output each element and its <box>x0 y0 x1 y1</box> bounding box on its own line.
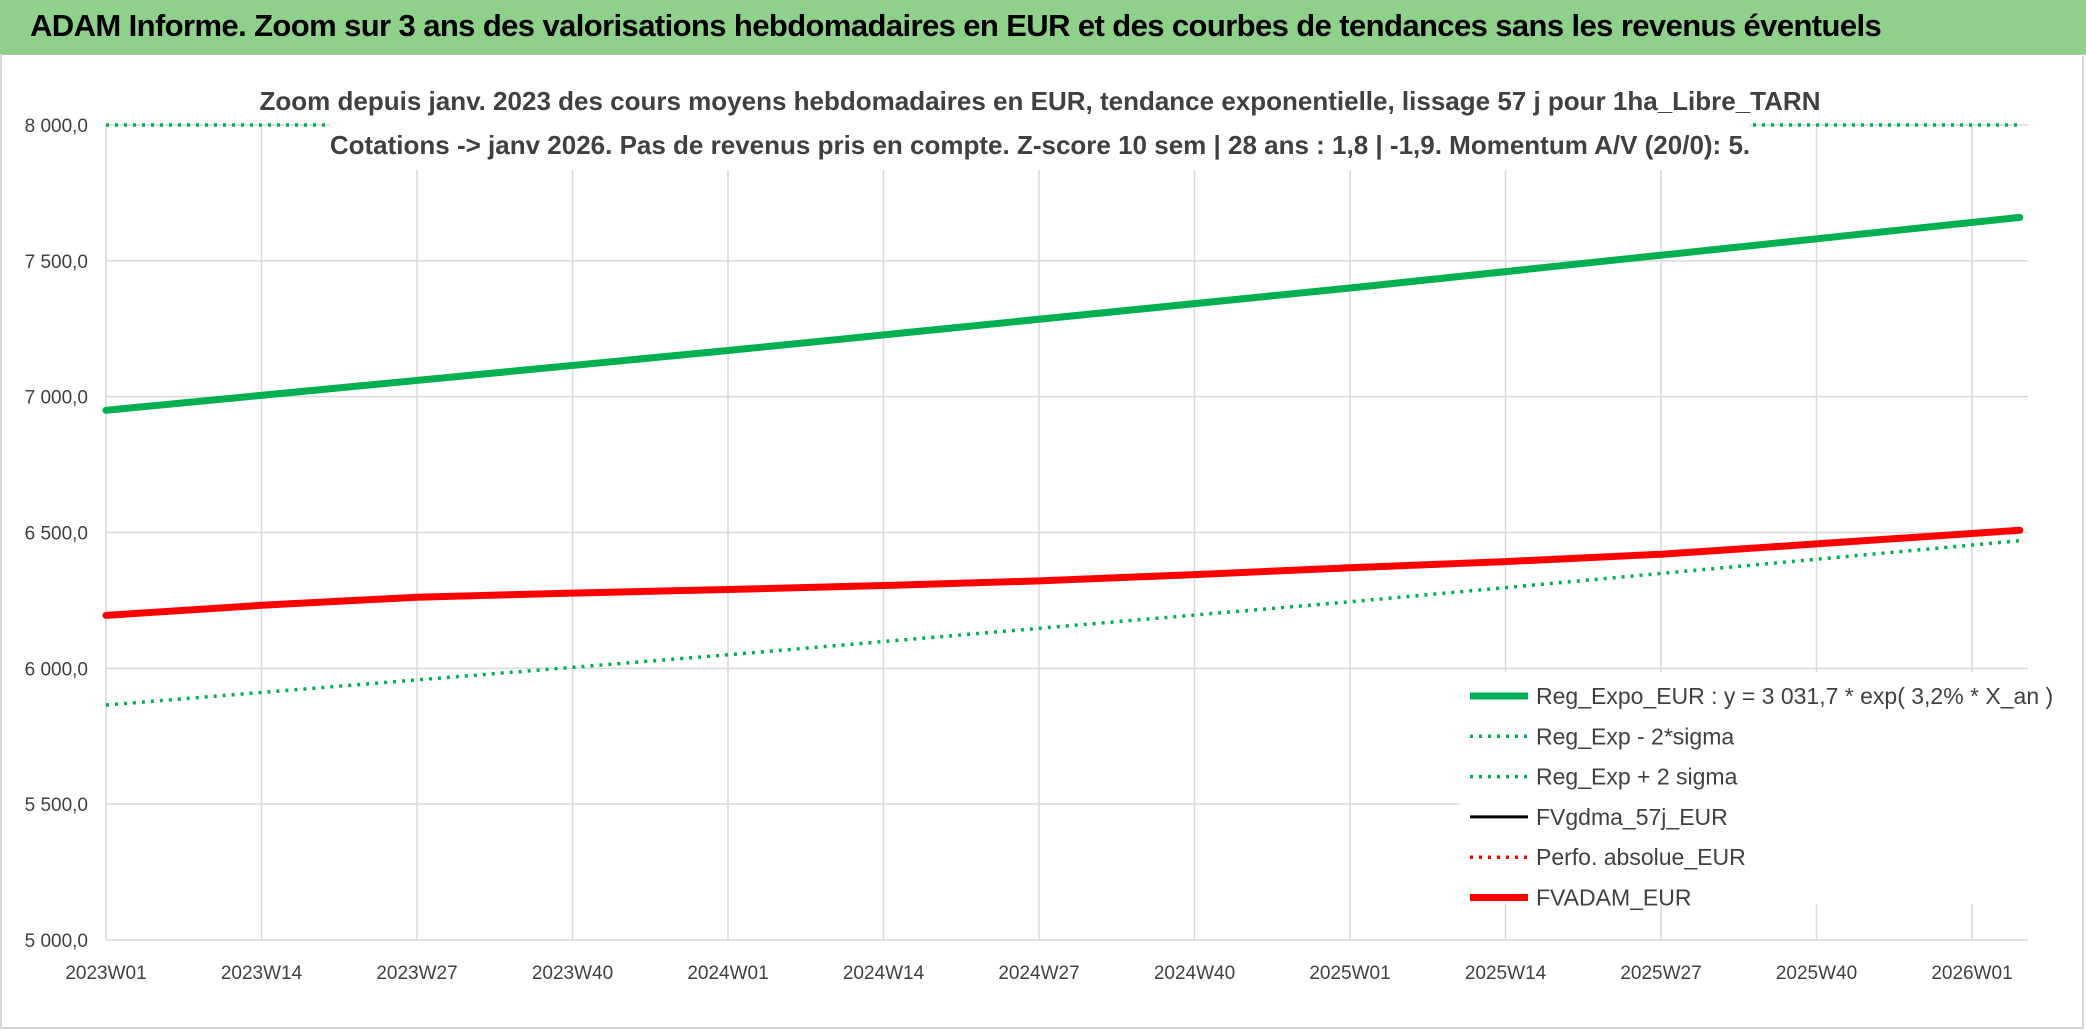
series-layer <box>102 123 2024 707</box>
legend-label: FVgdma_57j_EUR <box>1536 804 1728 830</box>
y-axis-ticks: 5 000,0 5 500,0 6 000,0 6 500,0 7 000,0 7 500… <box>25 116 88 952</box>
series-line-4 <box>104 529 2022 617</box>
legend-label: Perfo. absolue_EUR <box>1536 844 1746 870</box>
y-tick-label: 6 000,0 <box>25 659 88 680</box>
x-tick-label: 2025W40 <box>1776 963 1857 984</box>
x-tick-label: 2025W01 <box>1309 963 1390 984</box>
legend-background <box>1460 672 2040 904</box>
x-tick-label: 2023W01 <box>65 963 146 984</box>
y-tick-label: 7 500,0 <box>25 252 88 273</box>
x-tick-label: 2026W01 <box>1931 963 2012 984</box>
y-tick-label: 8 000,0 <box>25 116 88 137</box>
y-tick-label: 7 000,0 <box>25 388 88 409</box>
series-line-5 <box>105 529 2020 618</box>
x-tick-label: 2024W14 <box>843 963 925 984</box>
y-tick-label: 5 000,0 <box>25 931 88 952</box>
chart-title-block: Zoom depuis janv. 2023 des cours moyens … <box>260 78 1821 170</box>
chart-frame <box>0 54 2084 1029</box>
x-tick-label: 2023W14 <box>221 963 303 984</box>
x-tick-label: 2025W27 <box>1620 963 1701 984</box>
legend-label: Reg_Exp - 2*sigma <box>1536 723 1734 749</box>
header-banner: ADAM Informe. Zoom sur 3 ans des valoris… <box>0 0 2086 55</box>
title-background <box>330 78 1750 170</box>
legend: Reg_Expo_EUR : y = 3 031,7 * exp( 3,2% *… <box>1460 672 2053 911</box>
x-tick-label: 2023W40 <box>532 963 613 984</box>
x-tick-label: 2023W27 <box>376 963 457 984</box>
x-tick-label: 2025W14 <box>1465 963 1547 984</box>
chart-subtitle: Cotations -> janv 2026. Pas de revenus p… <box>330 130 1750 160</box>
x-tick-label: 2024W40 <box>1154 963 1235 984</box>
series-line-6 <box>102 526 2024 619</box>
x-tick-label: 2024W27 <box>998 963 1079 984</box>
chart-title: Zoom depuis janv. 2023 des cours moyens … <box>260 86 1821 116</box>
x-tick-label: 2024W01 <box>687 963 768 984</box>
legend-label: Reg_Expo_EUR : y = 3 031,7 * exp( 3,2% *… <box>1536 683 2053 709</box>
y-tick-label: 5 500,0 <box>25 795 88 816</box>
legend-label: FVADAM_EUR <box>1536 885 1692 911</box>
legend-label: Reg_Exp + 2 sigma <box>1536 764 1738 790</box>
x-axis-ticks: 2023W01 2023W14 2023W27 2023W40 2024W01 2024W… <box>65 963 2012 984</box>
y-tick-label: 6 500,0 <box>25 524 88 545</box>
series-line-2 <box>105 538 2020 707</box>
series-line-1 <box>102 213 2024 414</box>
report-title: ADAM Informe. Zoom sur 3 ans des valoris… <box>30 8 1882 43</box>
